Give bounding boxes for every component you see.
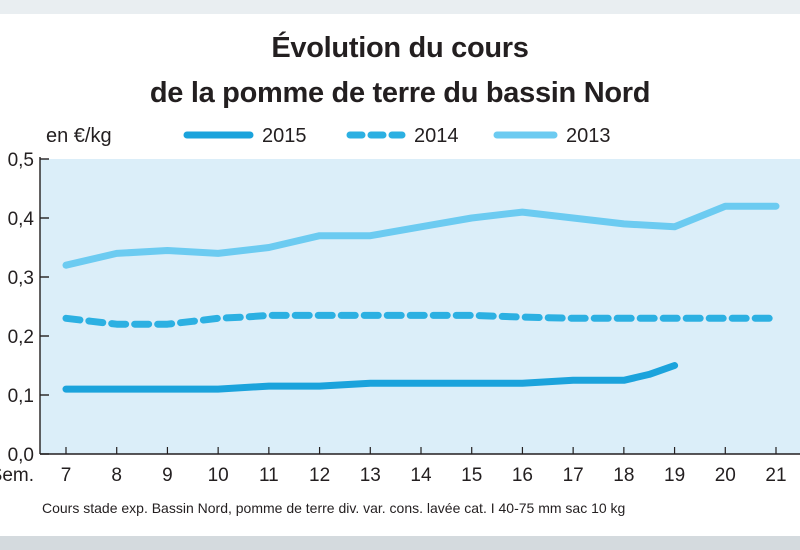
series-line-2013 bbox=[62, 202, 780, 269]
y-axis: 0,0 0,1 0,2 0,3 0,4 0,5 bbox=[8, 150, 49, 466]
x-tick-label: 11 bbox=[259, 465, 279, 486]
x-tick-label: 7 bbox=[61, 465, 72, 486]
y-tick-label: 0,4 bbox=[8, 209, 35, 230]
legend-label-2014: 2014 bbox=[414, 125, 459, 147]
x-tick-label: 14 bbox=[410, 465, 432, 486]
x-tick-label: 15 bbox=[461, 465, 482, 486]
y-tick-label: 0,3 bbox=[8, 268, 34, 289]
x-tick-label: 10 bbox=[208, 465, 229, 486]
x-axis: 7 8 9 10 11 12 13 14 15 16 17 18 19 20 21 Sem. bbox=[0, 447, 800, 486]
x-tick-label: 16 bbox=[512, 465, 533, 486]
series-line-2015 bbox=[62, 362, 679, 393]
x-tick-label: 18 bbox=[613, 465, 634, 486]
series-line-2014 bbox=[62, 311, 780, 328]
x-tick-label: 9 bbox=[162, 465, 173, 486]
y-tick-label: 0,5 bbox=[8, 150, 34, 171]
x-tick-label: 20 bbox=[715, 465, 736, 486]
source-note: Cours stade exp. Bassin Nord, pomme de t… bbox=[42, 500, 625, 516]
x-axis-label: Sem. bbox=[0, 465, 34, 486]
legend-label-2015: 2015 bbox=[262, 125, 307, 147]
series-lines bbox=[62, 202, 780, 393]
x-tick-label: 8 bbox=[111, 465, 122, 486]
legend: 2015 2014 2013 bbox=[183, 125, 611, 147]
x-tick-label: 21 bbox=[765, 465, 786, 486]
y-axis-label: en €/kg bbox=[46, 125, 112, 147]
bottom-strip bbox=[0, 536, 800, 550]
x-tick-label: 13 bbox=[360, 465, 381, 486]
plot-area bbox=[40, 159, 800, 454]
y-tick-label: 0,0 bbox=[8, 445, 34, 466]
x-tick-label: 17 bbox=[563, 465, 584, 486]
legend-label-2013: 2013 bbox=[566, 125, 611, 147]
x-tick-label: 19 bbox=[664, 465, 685, 486]
y-tick-label: 0,1 bbox=[8, 386, 34, 407]
x-tick-label: 12 bbox=[309, 465, 330, 486]
chart-subtitle: de la pomme de terre du bassin Nord bbox=[149, 77, 651, 109]
y-tick-label: 0,2 bbox=[8, 327, 34, 348]
chart-title: Évolution du cours bbox=[271, 32, 529, 64]
